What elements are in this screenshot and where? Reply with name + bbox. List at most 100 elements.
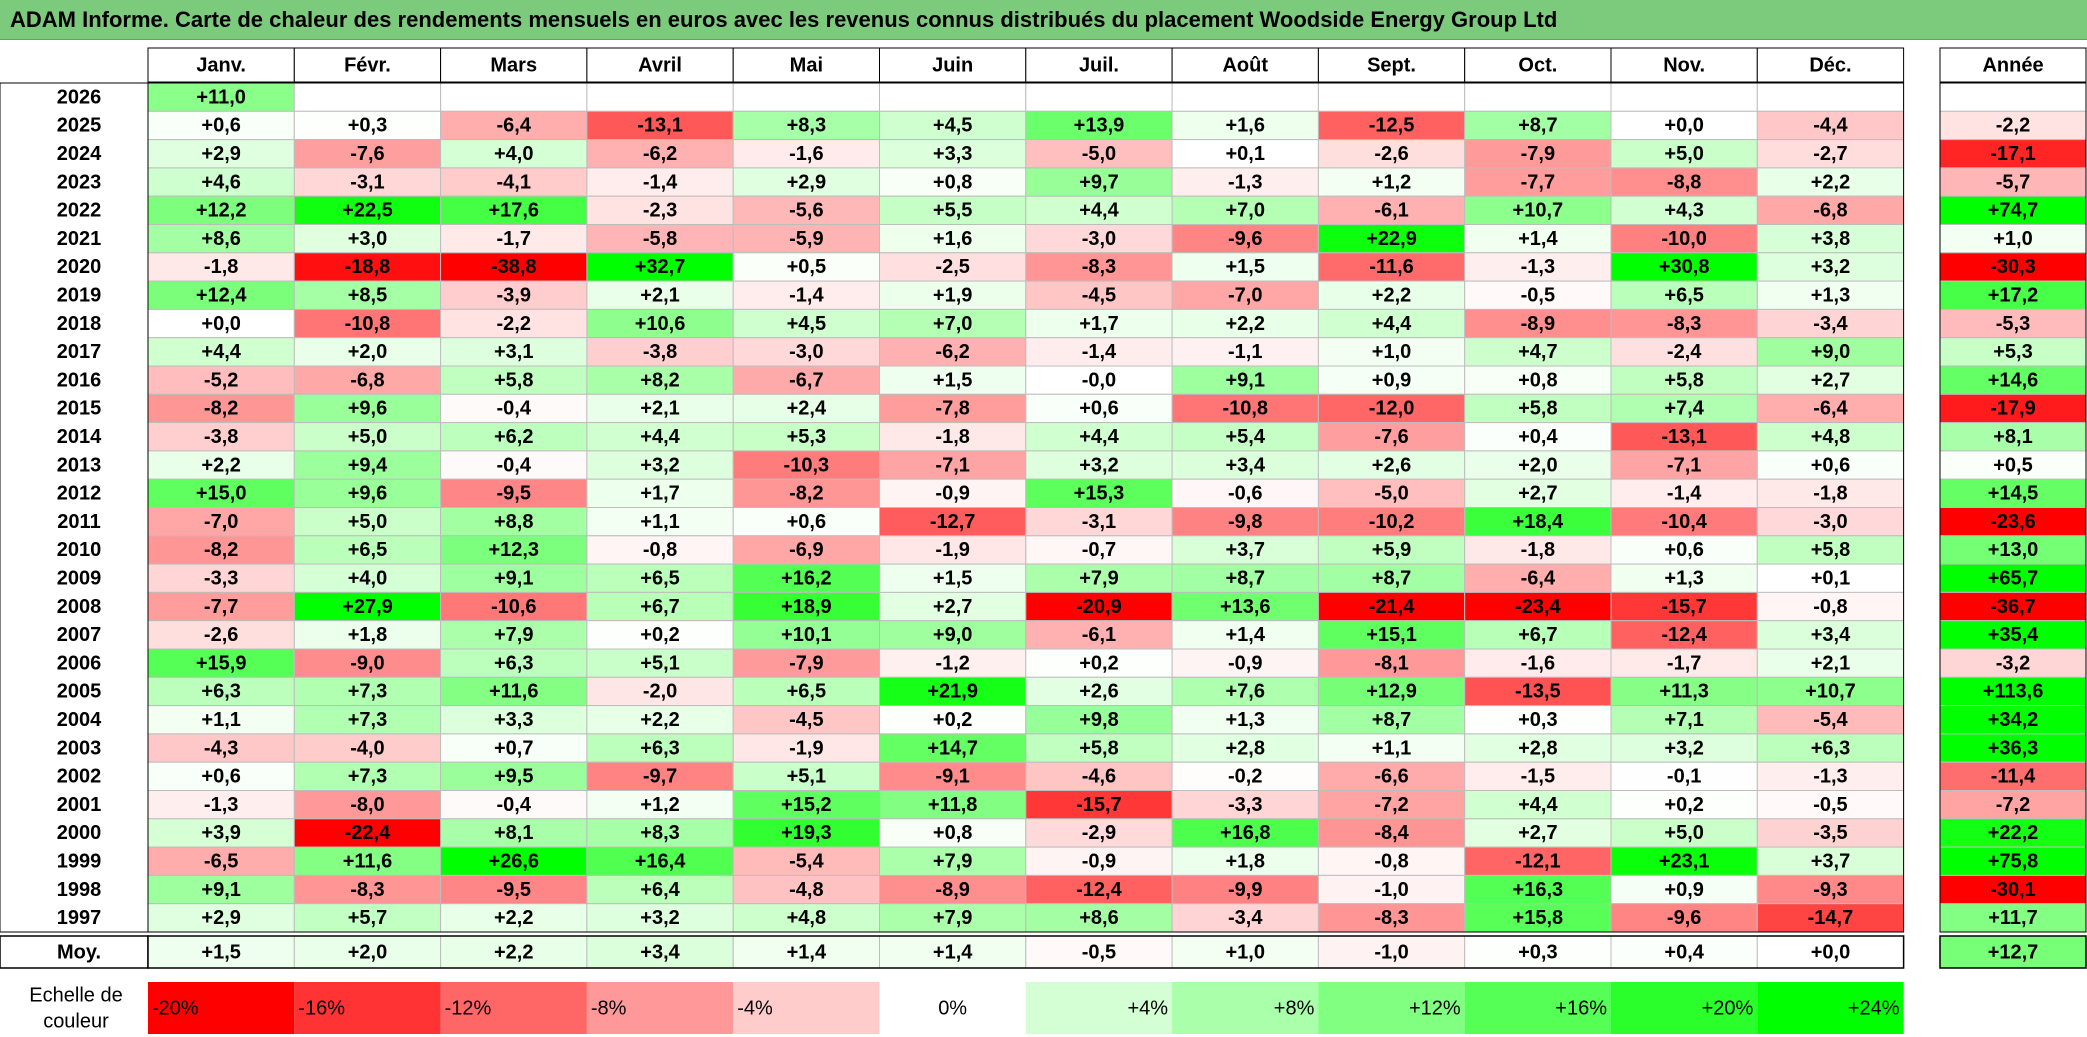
heatmap-cell: [1756, 110, 1905, 141]
heatmap-cell: [293, 450, 442, 480]
heatmap-cell: [1025, 139, 1173, 169]
heatmap-cell: [440, 874, 588, 905]
heatmap-cell-value: +4,8: [1811, 426, 1850, 448]
month-header-label: Avril: [638, 54, 682, 76]
heatmap-cell-value: +22,5: [342, 200, 393, 222]
heatmap-cell-value: +2,2: [1811, 171, 1850, 193]
heatmap-cell: [1317, 224, 1466, 254]
heatmap-cell: [1756, 507, 1905, 537]
heatmap-cell: [1171, 733, 1319, 763]
heatmap-cell-value: +6,3: [640, 737, 679, 759]
heatmap-cell-value: +1,5: [933, 568, 972, 590]
heatmap-cell: [440, 507, 588, 537]
scale-swatch: [1172, 982, 1319, 1034]
heatmap-cell-value: +1,6: [933, 228, 972, 250]
heatmap-cell-value: +1,1: [1372, 737, 1411, 759]
heatmap-cell-value: +11,6: [489, 681, 539, 703]
heatmap-cell-value: -6,2: [643, 143, 677, 165]
heatmap-cell-value: -3,4: [1813, 313, 1848, 335]
heatmap-cell-value: +2,2: [494, 907, 533, 929]
heatmap-cell: [1756, 874, 1905, 905]
heatmap-cell-value: +4,4: [1079, 426, 1119, 448]
heatmap-cell-value: +8,7: [1226, 568, 1265, 590]
heatmap-cell-value: +1,5: [1226, 256, 1265, 278]
heatmap-cell-value: +1,7: [1079, 313, 1118, 335]
month-header-cell: [1464, 47, 1612, 83]
month-header-cell: [1610, 47, 1758, 83]
row-year-label: 2006: [57, 652, 102, 674]
heatmap-cell-value: -4,8: [789, 879, 823, 901]
heatmap-cell: [1171, 167, 1319, 197]
annual-cell: [1939, 535, 2087, 565]
heatmap-cell-value: -11,6: [1369, 256, 1413, 278]
heatmap-cell: [879, 818, 1027, 848]
heatmap-cell: [1756, 648, 1905, 678]
heatmap-cell: [440, 82, 588, 112]
average-cell: [732, 935, 881, 969]
heatmap-border: [147, 82, 1905, 933]
heatmap-cell-value: -12,4: [1076, 879, 1122, 901]
heatmap-cell-value: +8,1: [494, 822, 533, 844]
heatmap-cell: [586, 308, 734, 339]
scale-swatch-label: -4%: [737, 997, 773, 1019]
heatmap-cell-value: +13,9: [1074, 115, 1125, 137]
heatmap-cell: [586, 224, 734, 254]
heatmap-cell-value: +5,1: [640, 652, 679, 674]
heatmap-cell-value: -7,1: [935, 454, 969, 476]
heatmap-cell: [732, 818, 881, 848]
heatmap-cell-value: -3,1: [350, 171, 384, 193]
page-title: ADAM Informe. Carte de chaleur des rende…: [0, 0, 2087, 40]
heatmap-cell: [732, 846, 881, 876]
heatmap-cell: [1756, 620, 1905, 650]
heatmap-cell: [1171, 676, 1319, 707]
heatmap-cell: [147, 195, 295, 225]
heatmap-cell: [1464, 167, 1612, 197]
heatmap-cell-value: +5,8: [1664, 369, 1703, 391]
heatmap-cell: [586, 139, 734, 169]
heatmap-cell-value: +18,4: [1513, 511, 1564, 533]
heatmap-cell-value: +5,0: [1664, 143, 1703, 165]
month-header-cell: [1171, 47, 1319, 83]
heatmap-cell-value: -18,8: [345, 256, 391, 278]
annual-cell: [1939, 252, 2087, 282]
heatmap-cell-value: +0,2: [1664, 794, 1703, 816]
heatmap-cell-value: -7,9: [1521, 143, 1555, 165]
annual-cell: [1939, 790, 2087, 820]
heatmap-cell-value: +3,3: [494, 709, 533, 731]
heatmap-cell-value: +12,2: [196, 200, 247, 222]
heatmap-cell: [1464, 761, 1612, 792]
heatmap-cell-value: -5,4: [789, 851, 824, 873]
heatmap-cell-value: +1,6: [1226, 115, 1265, 137]
heatmap-cell-value: -6,4: [1521, 568, 1556, 590]
heatmap-cell: [1317, 478, 1466, 509]
heatmap-cell-value: -7,8: [935, 398, 969, 420]
heatmap-cell-value: -4,0: [350, 737, 384, 759]
heatmap-cell: [1756, 846, 1905, 876]
heatmap-cell-value: +7,1: [1664, 709, 1703, 731]
heatmap-cell-value: -1,4: [643, 171, 678, 193]
heatmap-cell: [293, 790, 442, 820]
heatmap-cell: [1171, 393, 1319, 424]
annual-cell: [1939, 110, 2087, 141]
heatmap-cell-value: +16,4: [635, 851, 686, 873]
heatmap-cell: [147, 422, 295, 452]
heatmap-cell-value: -6,8: [350, 369, 384, 391]
heatmap-cell-value: -0,0: [1082, 369, 1116, 391]
heatmap-cell-value: +15,0: [196, 483, 247, 505]
heatmap-cell-value: +1,1: [201, 709, 240, 731]
heatmap-cell-value: -0,7: [1082, 539, 1116, 561]
heatmap-cell: [1464, 818, 1612, 848]
heatmap-cell-value: -3,0: [1082, 228, 1116, 250]
heatmap-cell: [1756, 224, 1905, 254]
heatmap-cell-value: -9,6: [1667, 907, 1701, 929]
heatmap-cell-value: +3,3: [933, 143, 972, 165]
heatmap-cell: [440, 676, 588, 707]
heatmap-cell: [1025, 676, 1173, 707]
heatmap-cell: [1464, 450, 1612, 480]
heatmap-cell: [1317, 450, 1466, 480]
heatmap-cell-value: +7,3: [348, 766, 387, 788]
annual-cell: [1939, 507, 2087, 537]
scale-label-line1: Echelle de: [29, 984, 122, 1006]
heatmap-cell: [1317, 82, 1466, 112]
row-year-label: 2008: [57, 596, 102, 618]
